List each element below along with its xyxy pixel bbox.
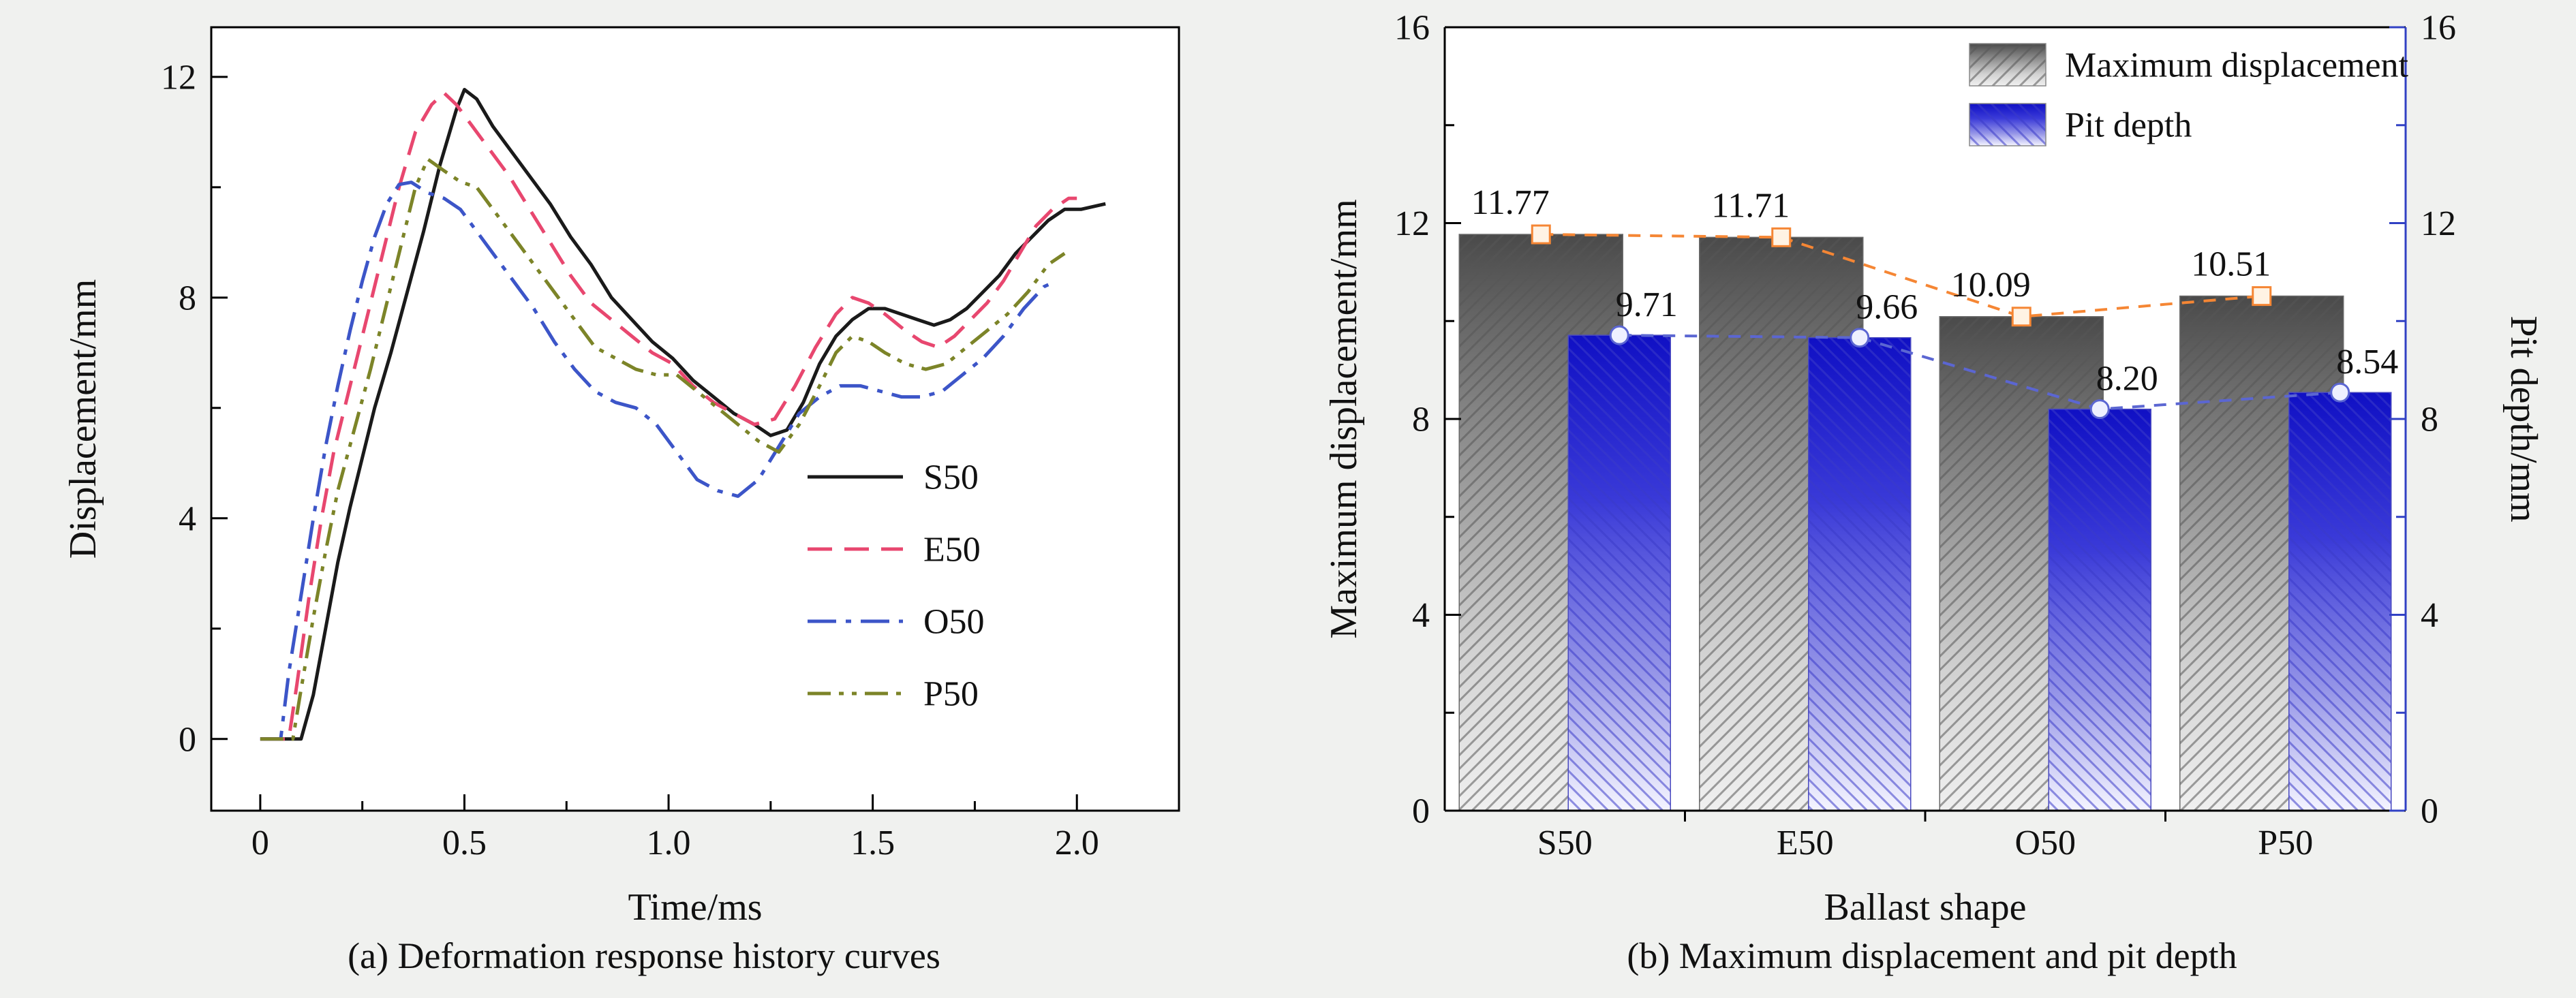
series-curve-P50: [260, 157, 1066, 741]
x-tick-label: 1.5: [850, 824, 895, 862]
x-tick-label: 0: [251, 824, 269, 862]
category-label-O50: O50: [2014, 824, 2076, 862]
y-tick-label: 4: [179, 499, 196, 538]
bar-pitdepth-hatch-E50: [1808, 337, 1912, 811]
series-curve-E50: [260, 91, 1077, 741]
legend-label-0: Maximum displacement: [2065, 46, 2409, 85]
pitdepth-value-label: 8.20: [2096, 360, 2158, 399]
pitdepth-value-label: 9.66: [1856, 288, 1918, 327]
square-marker: [2252, 286, 2272, 307]
bar-pitdepth-hatch-P50: [2288, 392, 2392, 811]
category-label-E50: E50: [1777, 824, 1834, 862]
legend-label-S50: S50: [923, 458, 979, 497]
left-tick-label: 8: [1412, 401, 1430, 439]
legend-label-1: Pit depth: [2065, 106, 2192, 145]
displacement-value-label: 10.51: [2191, 245, 2271, 284]
caption-a: (a) Deformation response history curves: [348, 935, 940, 976]
y-tick-label: 12: [161, 59, 196, 97]
displacement-trend-line: [1541, 233, 2262, 318]
left-tick-label: 4: [1412, 596, 1430, 635]
bar-pitdepth-hatch-O50: [2048, 408, 2151, 811]
x-axis-title: Ballast shape: [1824, 886, 2026, 929]
square-marker: [1531, 224, 1551, 245]
x-tick-label: 2.0: [1055, 824, 1099, 862]
panel-displacement-pit-depth: 11.77 11.71 10.09 10.51 9.71 9.66 8.20 8.54 0 0 4 4…: [1288, 0, 2576, 998]
left-tick-label: 0: [1412, 792, 1430, 831]
displacement-value-label: 10.09: [1951, 266, 2031, 305]
right-tick-label: 8: [2421, 401, 2438, 439]
right-tick-label: 4: [2421, 596, 2438, 635]
circle-marker: [1609, 325, 1629, 345]
bar-pitdepth-hatch-S50: [1567, 334, 1671, 811]
line-chart: 0 4 8 12 0 0.5 1.0 1.5 2.0 Displacement/mm Time/ms…: [62, 26, 1180, 929]
legend-label-E50: E50: [923, 531, 981, 570]
category-label-P50: P50: [2258, 824, 2313, 862]
y-tick-label: 0: [179, 720, 196, 759]
bar-chart: 11.77 11.71 10.09 10.51 9.71 9.66 8.20 8.54 0 0 4 4…: [1323, 9, 2545, 929]
y-axis-title: Displacement/mm: [62, 279, 104, 559]
legend-swatch-hatch-1: [1969, 103, 2046, 146]
x-tick-label: 1.0: [647, 824, 691, 862]
category-label-S50: S50: [1537, 824, 1593, 862]
series-curve-O50: [260, 181, 1058, 741]
legend-label-P50: P50: [923, 675, 979, 714]
right-axis-title: Pit depth/mm: [2502, 315, 2545, 522]
legend-swatch-hatch-0: [1969, 43, 2046, 87]
left-tick-label: 12: [1394, 204, 1430, 243]
y-tick-label: 8: [179, 279, 196, 318]
square-marker: [1771, 227, 1792, 247]
pitdepth-value-label: 9.71: [1616, 285, 1678, 324]
x-axis-title: Time/ms: [628, 886, 762, 929]
square-marker: [2011, 307, 2031, 327]
left-axis-title: Maximum displacement/mm: [1323, 199, 1365, 638]
pitdepth-trend-line: [1619, 334, 2340, 411]
left-tick-label: 16: [1394, 9, 1430, 48]
x-tick-label: 0.5: [442, 824, 487, 862]
circle-marker: [2089, 399, 2110, 420]
right-tick-label: 0: [2421, 792, 2438, 831]
right-tick-label: 12: [2421, 204, 2456, 243]
right-tick-label: 16: [2421, 9, 2456, 48]
legend-label-O50: O50: [923, 603, 985, 642]
caption-b: (b) Maximum displacement and pit depth: [1627, 935, 2237, 976]
series-curve-S50: [260, 88, 1106, 741]
plot-frame-a: [210, 26, 1180, 812]
circle-marker: [2330, 382, 2350, 403]
pitdepth-value-label: 8.54: [2336, 343, 2398, 381]
displacement-value-label: 11.77: [1471, 183, 1550, 222]
displacement-value-label: 11.71: [1711, 186, 1790, 225]
circle-marker: [1850, 328, 1870, 348]
panel-deformation-curves: 0 4 8 12 0 0.5 1.0 1.5 2.0 Displacement/mm Time/ms…: [62, 26, 1180, 976]
